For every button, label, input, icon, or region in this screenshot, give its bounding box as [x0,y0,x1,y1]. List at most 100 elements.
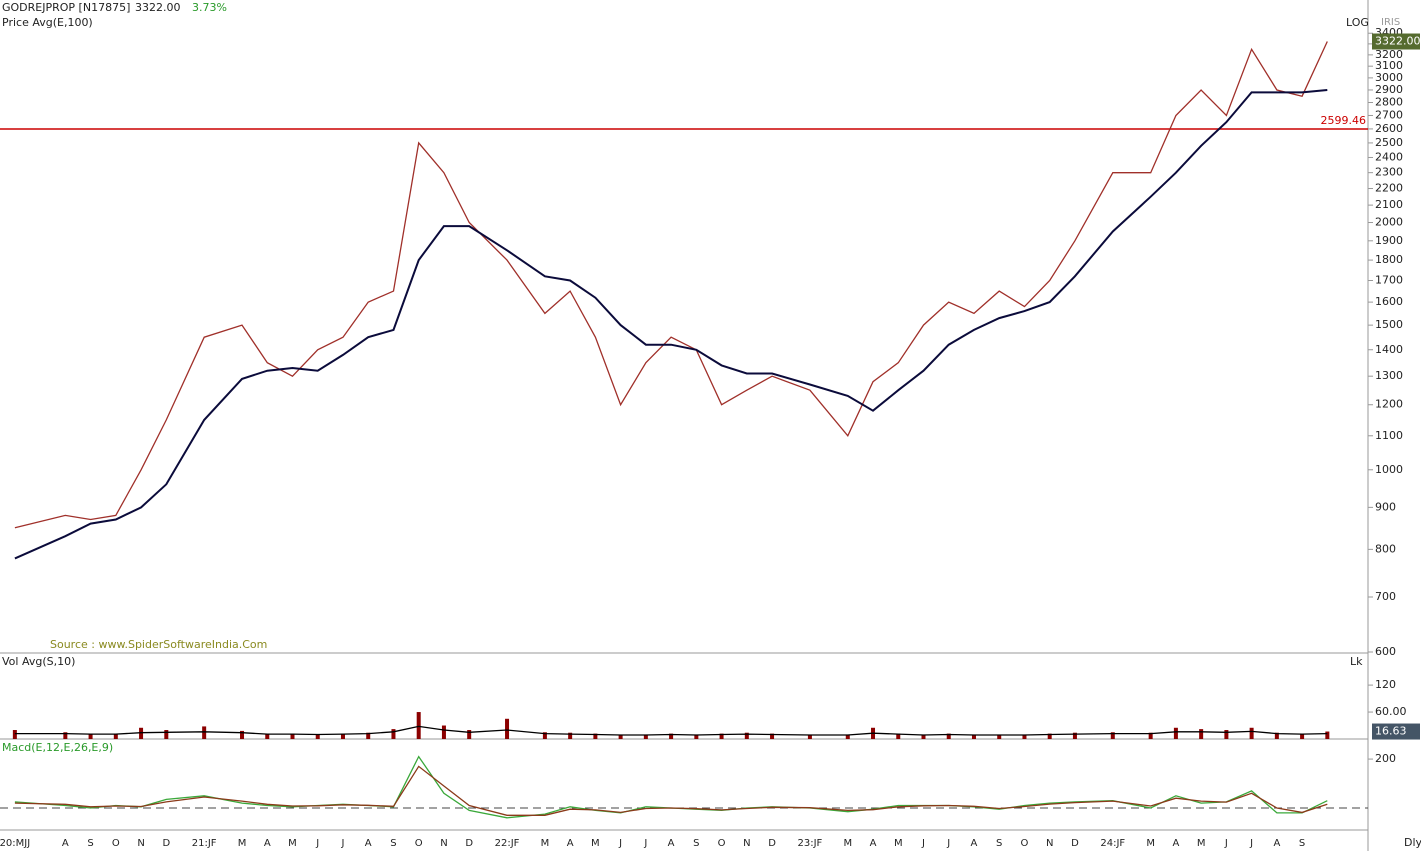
volume-bar [845,734,850,739]
volume-bar [971,734,976,739]
symbol: GODREJPROP [N17875] [2,1,130,14]
volume-bar [1173,727,1178,739]
x-tick-label: A [62,838,69,849]
last-value-label: 16.63 [1375,725,1407,738]
series-line [14,765,1328,816]
source: Source : www.SpiderSoftwareIndia.Com [50,638,267,651]
volume-bar [1274,732,1279,739]
y-tick-label: 200 [1375,752,1396,765]
y-tick-label: 2200 [1375,182,1403,195]
x-tick-label: 21:JF [192,838,217,849]
y-tick-label: 2400 [1375,150,1403,163]
volume-bar [441,725,446,739]
volume-bar [694,734,699,739]
volume-bar [88,733,93,739]
macd-subtitle: Macd(E,12,E,26,E,9) [2,741,113,754]
y-tick-label: 800 [1375,542,1396,555]
x-tick-label: O [718,838,726,849]
y-tick-label: 60.00 [1375,705,1407,718]
scale-label: LOG [1346,16,1369,29]
x-tick-label: A [264,838,271,849]
volume-bar [618,734,623,739]
series-line [14,725,1328,736]
x-tick-label: N [1046,838,1053,849]
x-tick-label: S [87,838,93,849]
volume-bar [416,712,421,739]
last-value-box [1372,723,1420,740]
volume-subtitle: Vol Avg(S,10) [2,655,75,668]
y-tick-label: 1400 [1375,343,1403,356]
x-tick-label: M [1197,838,1206,849]
x-tick-label: M [894,838,903,849]
y-tick-label: 1500 [1375,318,1403,331]
x-tick-label: J [921,838,925,849]
y-tick-label: 2900 [1375,83,1403,96]
y-tick-label: 2000 [1375,216,1403,229]
y-tick-label: 1000 [1375,463,1403,476]
last-value-label: 3322.00 [1375,35,1421,48]
x-tick-label: A [971,838,978,849]
volume-bar [164,730,169,739]
x-tick-label: M [541,838,550,849]
y-tick-label: 3200 [1375,48,1403,61]
volume-bar [719,733,724,739]
last-value-box [1372,33,1420,50]
y-tick-label: 3000 [1375,71,1403,84]
price-subtitle: Price Avg(E,100) [2,16,93,29]
x-tick-label: S [390,838,396,849]
y-tick-label: 1800 [1375,253,1403,266]
x-tick-label: N [743,838,750,849]
volume-bar [505,718,510,739]
x-tick-label: A [365,838,372,849]
volume-bar [744,732,749,739]
x-tick-label: J [1249,838,1253,849]
x-tick-label: J [341,838,345,849]
x-tick-label: O [415,838,423,849]
volume-bar [391,729,396,739]
x-tick-label: 23:JF [798,838,823,849]
x-tick-label: J [618,838,622,849]
volume-bar [568,732,573,739]
x-tick-label: 24:JF [1100,838,1125,849]
x-tick-label: O [1021,838,1029,849]
volume-bar [643,734,648,739]
x-tick-label: D [768,838,776,849]
x-tick-label: D [1071,838,1079,849]
y-tick-label: 1300 [1375,369,1403,382]
x-tick-label: S [693,838,699,849]
volume-bar [1148,732,1153,739]
x-tick-label: S [996,838,1002,849]
period: Dly [1404,836,1421,849]
x-tick-label: A [668,838,675,849]
volume-bar [946,733,951,739]
x-tick-label: M [288,838,297,849]
unit-label: Lk [1350,655,1363,668]
volume-bar [807,734,812,739]
x-tick-label: A [567,838,574,849]
volume-bar [1199,729,1204,739]
volume-bar [1047,733,1052,739]
volume-bar [139,727,144,739]
volume-bar [921,734,926,739]
volume-bar [315,734,320,739]
volume-bar [770,733,775,739]
volume-bar [340,733,345,739]
change: 3.73% [192,1,227,14]
y-tick-label: 2100 [1375,198,1403,211]
y-tick-label: 600 [1375,645,1396,658]
x-tick-label: O [112,838,120,849]
y-tick-label: 2300 [1375,166,1403,179]
x-tick-label: M [1146,838,1155,849]
x-tick-label: N [440,838,447,849]
x-tick-label: 22:JF [495,838,520,849]
x-tick-label: M [591,838,600,849]
x-tick-label: D [162,838,170,849]
x-tick-label: M [238,838,247,849]
y-tick-label: 1700 [1375,273,1403,286]
x-tick-label: J [1224,838,1228,849]
volume-bar [1325,731,1330,739]
y-tick-label: 120 [1375,678,1396,691]
x-tick-label: N [137,838,144,849]
